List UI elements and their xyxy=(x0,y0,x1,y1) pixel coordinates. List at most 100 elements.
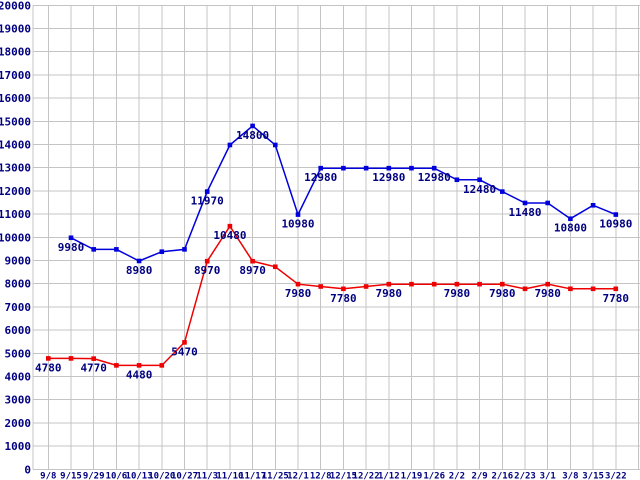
x-axis-tick-label: 10/20 xyxy=(148,472,175,480)
x-axis-tick-label: 1/26 xyxy=(423,472,445,480)
data-point-marker xyxy=(477,281,482,287)
data-point-marker xyxy=(613,212,619,217)
data-point-label: 7980 xyxy=(285,287,312,300)
x-axis-tick-label: 11/3 xyxy=(196,472,218,480)
data-point-label: 8980 xyxy=(126,264,153,277)
data-point-marker xyxy=(91,247,96,252)
data-point-marker xyxy=(613,286,619,292)
data-point-marker xyxy=(500,281,505,287)
data-point-marker xyxy=(590,286,596,292)
x-axis-tick-label: 12/1 xyxy=(287,472,309,480)
y-axis-tick-label: 9000 xyxy=(5,255,32,268)
data-point-marker xyxy=(273,142,278,148)
x-axis-tick-label: 2/9 xyxy=(471,472,487,480)
y-axis-tick-label: 7000 xyxy=(5,301,32,314)
data-point-label: 5470 xyxy=(171,345,198,358)
data-point-marker xyxy=(204,258,210,264)
x-axis-tick-label: 3/15 xyxy=(582,472,604,480)
x-axis-tick-label: 3/22 xyxy=(605,472,627,480)
data-point-label: 11970 xyxy=(191,195,224,208)
data-point-marker xyxy=(386,165,392,171)
data-point-marker xyxy=(545,200,550,206)
data-point-label: 7980 xyxy=(534,287,561,300)
x-axis-tick-label: 12/8 xyxy=(310,472,332,480)
x-axis-tick-label: 3/1 xyxy=(540,472,556,480)
data-point-marker xyxy=(46,356,51,361)
data-point-marker xyxy=(590,202,596,208)
data-point-marker xyxy=(295,281,301,287)
x-axis-tick-label: 9/8 xyxy=(40,472,56,480)
data-point-marker xyxy=(250,258,255,264)
data-point-marker xyxy=(477,177,482,183)
x-axis-tick-label: 9/29 xyxy=(83,472,105,480)
y-axis-tick-label: 2000 xyxy=(5,417,32,430)
data-point-marker xyxy=(227,223,233,229)
data-point-marker xyxy=(159,249,165,254)
data-point-marker xyxy=(522,286,528,292)
data-point-marker xyxy=(159,363,165,368)
data-point-marker xyxy=(431,281,437,287)
data-point-marker xyxy=(182,340,187,345)
data-point-marker xyxy=(136,363,142,368)
series-red-line xyxy=(48,224,616,367)
data-point-marker xyxy=(568,286,573,292)
data-point-marker xyxy=(454,177,460,183)
data-point-label: 7780 xyxy=(330,292,357,305)
data-point-label: 12980 xyxy=(418,171,451,184)
y-axis-tick-label: 5000 xyxy=(5,347,32,360)
data-point-marker xyxy=(500,189,505,194)
x-axis-tick-label: 11/17 xyxy=(239,472,266,480)
data-point-marker xyxy=(341,165,346,171)
data-point-label: 4770 xyxy=(80,362,107,375)
data-point-label: 12480 xyxy=(463,183,496,196)
y-axis-tick-label: 18000 xyxy=(0,46,31,59)
data-point-marker xyxy=(522,200,528,206)
y-axis-tick-label: 17000 xyxy=(0,69,31,82)
data-point-marker xyxy=(295,212,301,217)
data-point-label: 12980 xyxy=(372,171,405,184)
y-axis-tick-label: 4000 xyxy=(5,371,32,384)
x-axis-tick-label: 2/16 xyxy=(491,472,513,480)
data-point-label: 10480 xyxy=(213,229,246,242)
x-axis-tick-label: 11/25 xyxy=(262,472,289,480)
data-point-marker xyxy=(204,189,210,194)
data-point-marker xyxy=(341,286,346,292)
x-axis-tick-label: 11/10 xyxy=(216,472,243,480)
y-axis-tick-label: 15000 xyxy=(0,115,31,128)
data-point-label: 7780 xyxy=(603,292,630,305)
x-axis-tick-label: 10/6 xyxy=(106,472,128,480)
data-point-label: 11480 xyxy=(508,206,541,219)
data-point-marker xyxy=(250,123,255,129)
x-axis-tick-label: 12/22 xyxy=(353,472,380,480)
x-axis-tick-label: 10/27 xyxy=(171,472,198,480)
data-point-label: 10800 xyxy=(554,222,587,235)
y-axis-tick-label: 6000 xyxy=(5,324,32,337)
y-axis-tick-label: 8000 xyxy=(5,278,32,291)
x-axis-tick-label: 2/2 xyxy=(449,472,465,480)
data-point-marker xyxy=(386,281,392,287)
x-axis-tick-label: 9/15 xyxy=(60,472,82,480)
data-point-marker xyxy=(114,363,119,368)
data-point-marker xyxy=(363,165,369,171)
data-point-marker xyxy=(363,284,369,289)
y-axis-tick-label: 14000 xyxy=(0,139,31,152)
data-point-marker xyxy=(545,281,550,287)
data-point-marker xyxy=(568,216,573,222)
y-axis-tick-label: 12000 xyxy=(0,185,31,198)
x-axis-tick-label: 2/23 xyxy=(514,472,536,480)
x-axis-tick-label: 3/8 xyxy=(562,472,578,480)
data-point-label: 10980 xyxy=(281,218,314,231)
y-axis-tick-label: 3000 xyxy=(5,394,32,407)
y-axis-tick-label: 11000 xyxy=(0,208,31,221)
y-axis-tick-label: 0 xyxy=(24,463,31,476)
data-point-label: 4480 xyxy=(126,368,153,381)
y-axis-tick-label: 1000 xyxy=(5,440,32,453)
data-point-marker xyxy=(409,281,414,287)
y-axis-tick-label: 19000 xyxy=(0,23,31,36)
data-point-marker xyxy=(136,258,142,264)
x-axis-tick-label: 10/13 xyxy=(126,472,153,480)
data-point-label: 7980 xyxy=(376,287,403,300)
data-point-marker xyxy=(182,247,187,252)
